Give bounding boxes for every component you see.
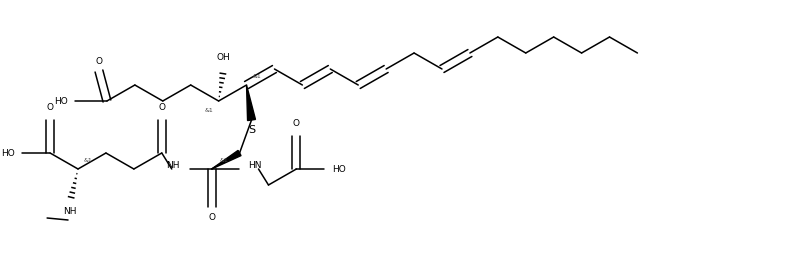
Text: NH: NH: [167, 161, 180, 169]
Text: OH: OH: [216, 52, 231, 61]
Text: O: O: [159, 103, 165, 112]
Text: &1: &1: [252, 74, 261, 80]
Text: O: O: [47, 103, 54, 112]
Text: O: O: [95, 58, 102, 67]
Text: S: S: [248, 125, 255, 135]
Text: HO: HO: [332, 165, 347, 174]
Text: O: O: [208, 214, 215, 222]
Polygon shape: [212, 150, 241, 169]
Text: &1: &1: [83, 158, 92, 164]
Text: &1: &1: [219, 158, 228, 164]
Text: HN: HN: [248, 161, 262, 169]
Text: HO: HO: [54, 97, 68, 105]
Text: O: O: [293, 120, 300, 129]
Text: NH: NH: [63, 208, 77, 217]
Polygon shape: [247, 85, 255, 121]
Text: HO: HO: [2, 148, 15, 157]
Text: &1: &1: [205, 109, 213, 113]
